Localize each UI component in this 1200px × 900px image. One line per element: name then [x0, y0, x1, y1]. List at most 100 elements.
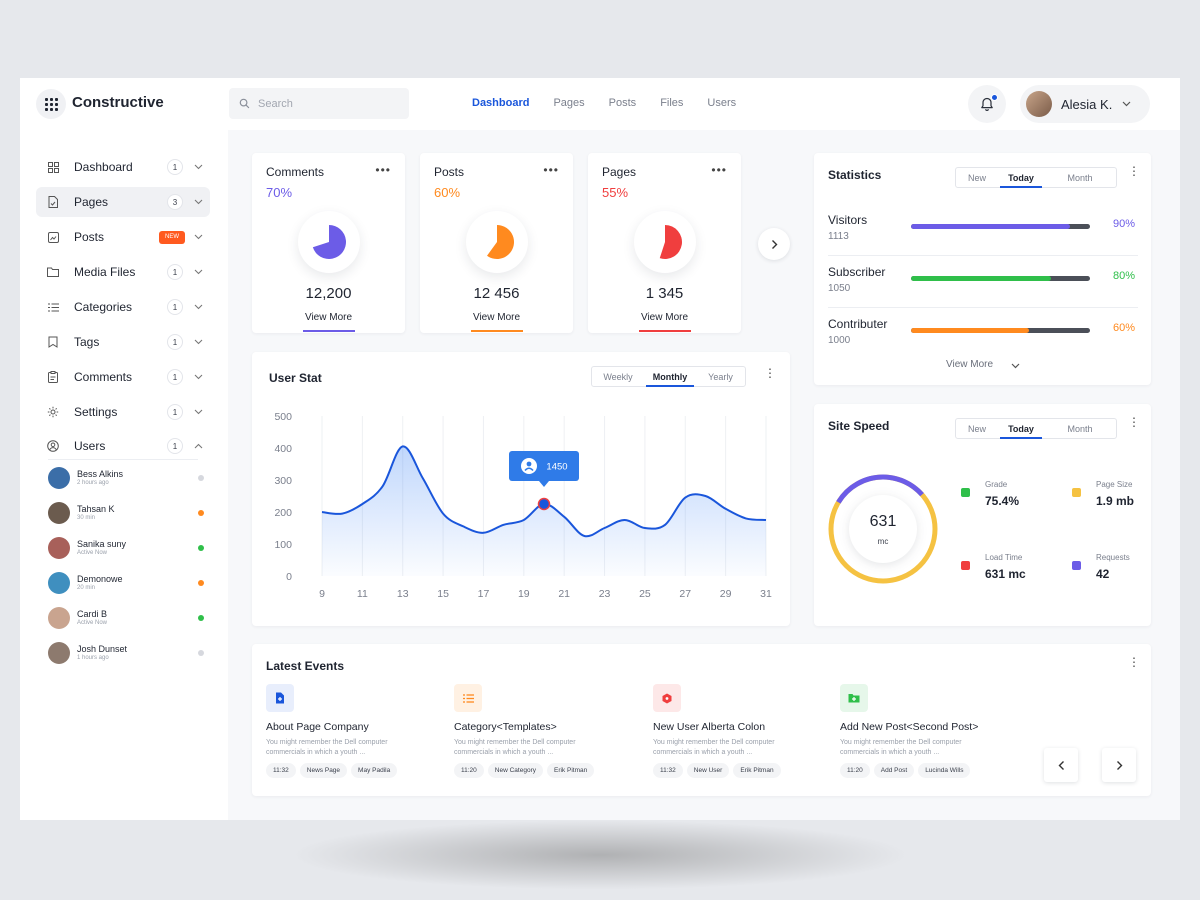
tab-yearly[interactable]: Yearly [708, 371, 733, 382]
nav-posts[interactable]: Posts [608, 97, 637, 109]
event-item[interactable]: New User Alberta Colon You might remembe… [653, 684, 833, 778]
sidebar-item-label: Media Files [74, 265, 136, 279]
progress-fill [911, 224, 1071, 229]
stat-percent: 60% [1113, 322, 1136, 334]
card-percent: 55% [602, 185, 629, 200]
nav-pages[interactable]: Pages [553, 97, 585, 109]
event-time-tag: 11:20 [840, 763, 870, 778]
event-description: You might remember the Dell computer com… [840, 739, 962, 756]
event-description: You might remember the Dell computer com… [454, 739, 576, 756]
progress-fill [911, 328, 1030, 333]
view-more-link[interactable]: View More [472, 312, 521, 323]
more-vertical-icon[interactable]: ⋮ [1128, 655, 1140, 669]
user-row[interactable]: Sanika suny Active Now [36, 530, 210, 565]
sidebar-item-label: Dashboard [74, 160, 133, 174]
search-input[interactable] [258, 97, 398, 110]
posts-card: Posts ••• 60% 12 456 View More [420, 153, 573, 333]
x-tick-label: 29 [720, 588, 732, 600]
latest-events-card: Latest Events ⋮ About Page Company You m… [252, 644, 1151, 796]
apps-grid-icon[interactable] [36, 89, 66, 119]
sidebar-item-pages[interactable]: Pages 3 [36, 187, 210, 217]
chevron-down-icon[interactable] [194, 199, 203, 205]
next-card-button[interactable] [758, 228, 790, 260]
chevron-down-icon[interactable] [194, 234, 203, 240]
more-vertical-icon[interactable]: ⋮ [764, 366, 776, 380]
link-underline [639, 330, 691, 332]
sidebar-item-dashboard[interactable]: Dashboard 1 [36, 152, 210, 182]
series-area [322, 446, 766, 576]
chevron-down-icon[interactable] [194, 339, 203, 345]
pie-slice [659, 225, 682, 259]
metric-value: 1.9 mb [1096, 494, 1135, 508]
user-row[interactable]: Josh Dunset 1 hours ago [36, 635, 210, 670]
sidebar-item-posts[interactable]: Posts NEW [36, 222, 210, 252]
list-icon [454, 684, 482, 712]
tab-today[interactable]: Today [998, 168, 1044, 188]
comments-card: Comments ••• 70% 12,200 View More [252, 153, 405, 333]
pages-card: Pages ••• 55% 1 345 View More [588, 153, 741, 333]
chevron-down-icon[interactable] [194, 304, 203, 310]
user-row[interactable]: Cardi B Active Now [36, 600, 210, 635]
chevron-down-icon[interactable] [194, 269, 203, 275]
avatar [48, 571, 70, 594]
tab-new[interactable]: New [967, 172, 986, 183]
tooltip-box [509, 451, 579, 481]
metric-label: Grade [985, 480, 1008, 489]
chevron-down-icon[interactable] [194, 164, 203, 170]
more-icon[interactable]: ••• [543, 163, 559, 177]
nav-dashboard[interactable]: Dashboard [472, 97, 530, 109]
progress-pie [298, 211, 360, 273]
sidebar: Dashboard 1 Pages 3 Posts NEW Media File… [20, 130, 228, 820]
more-vertical-icon[interactable]: ⋮ [1128, 415, 1140, 429]
sidebar-item-categories[interactable]: Categories 1 [36, 292, 210, 322]
tab-month[interactable]: Month [1067, 423, 1093, 434]
count-badge: 3 [167, 194, 183, 210]
user-row-name: Sanika suny [77, 538, 127, 549]
sidebar-item-label: Users [74, 439, 106, 453]
avatar [48, 466, 70, 489]
chevron-down-icon[interactable] [194, 374, 203, 380]
sidebar-item-media-files[interactable]: Media Files 1 [36, 257, 210, 287]
events-prev-button[interactable] [1044, 748, 1078, 782]
user-row[interactable]: Demonowe 20 min [36, 565, 210, 600]
tab-today[interactable]: Today [998, 419, 1044, 439]
tab-month[interactable]: Month [1067, 172, 1093, 183]
user-row[interactable]: Bess Alkins 2 hours ago [36, 460, 210, 495]
tab-monthly[interactable]: Monthly [644, 367, 696, 387]
status-dot [198, 649, 204, 656]
view-more-link[interactable]: View More [304, 312, 353, 323]
tab-new[interactable]: New [967, 423, 986, 434]
stat-row-contributer: Contributer 1000 60% [828, 317, 1138, 367]
event-item[interactable]: Add New Post<Second Post> You might reme… [840, 684, 1020, 778]
search-box[interactable] [229, 88, 409, 119]
event-item[interactable]: About Page Company You might remember th… [266, 684, 446, 778]
chevron-up-icon[interactable] [194, 443, 203, 449]
chevron-down-icon[interactable] [1011, 363, 1020, 369]
more-vertical-icon[interactable]: ⋮ [1128, 164, 1140, 178]
notifications-button[interactable] [968, 85, 1006, 123]
gauge-purple-arc [828, 474, 938, 584]
chevron-down-icon[interactable] [194, 409, 203, 415]
user-row[interactable]: Tahsan K 30 min [36, 495, 210, 530]
nav-files[interactable]: Files [660, 97, 684, 109]
stat-value: 1050 [828, 283, 851, 294]
count-badge: 1 [167, 438, 183, 454]
user-menu[interactable]: Alesia K. [1020, 85, 1150, 123]
event-time-tag: 11:32 [653, 763, 683, 778]
sidebar-item-tags[interactable]: Tags 1 [36, 327, 210, 357]
sidebar-item-settings[interactable]: Settings 1 [36, 397, 210, 427]
sidebar-item-label: Tags [74, 335, 100, 349]
nav-users[interactable]: Users [707, 97, 737, 109]
highlight-point [537, 497, 551, 511]
more-icon[interactable]: ••• [375, 163, 391, 177]
tab-weekly[interactable]: Weekly [603, 371, 633, 382]
sidebar-item-users[interactable]: Users 1 [36, 431, 210, 461]
x-tick-label: 21 [558, 588, 570, 600]
view-more-link[interactable]: View More [946, 359, 994, 370]
view-more-link[interactable]: View More [640, 312, 689, 323]
sidebar-item-comments[interactable]: Comments 1 [36, 362, 210, 392]
event-item[interactable]: Category<Templates> You might remember t… [454, 684, 634, 778]
more-icon[interactable]: ••• [711, 163, 727, 177]
status-dot [198, 579, 204, 586]
events-next-button[interactable] [1102, 748, 1136, 782]
